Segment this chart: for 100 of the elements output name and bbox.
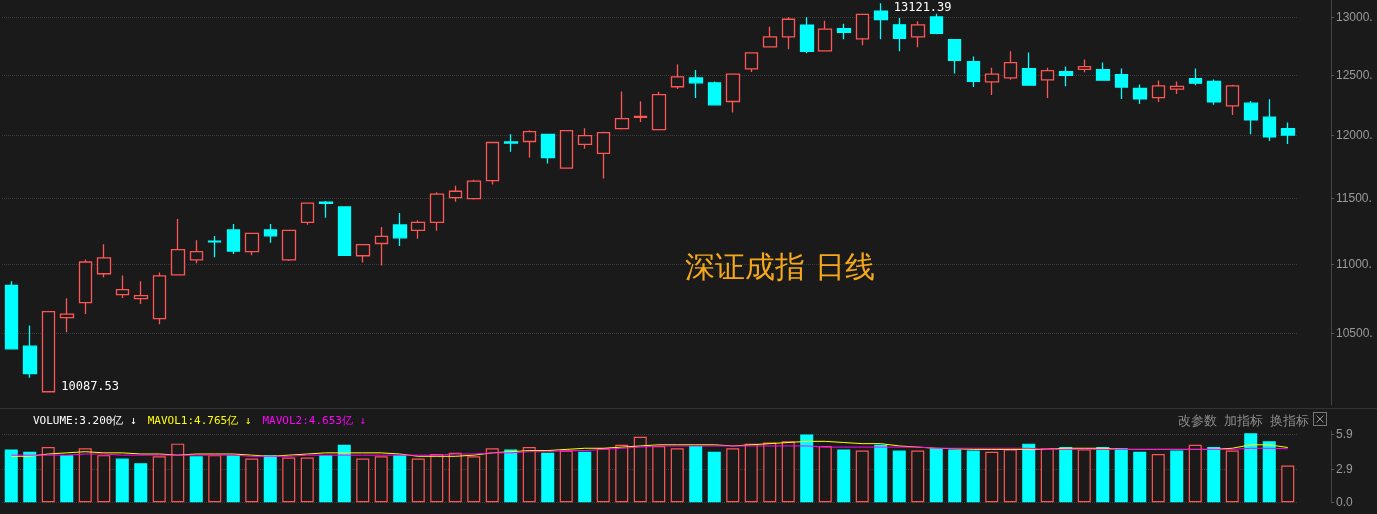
bar	[1096, 447, 1110, 503]
bar	[282, 457, 296, 503]
candlestick	[1132, 83, 1148, 105]
bar	[152, 456, 166, 503]
candlestick	[1058, 65, 1074, 87]
bar	[541, 452, 555, 503]
candlestick	[41, 310, 56, 393]
bar	[1114, 448, 1128, 503]
text: MAVOL2:4.653亿 ↓	[262, 413, 367, 427]
bar	[578, 451, 592, 503]
annotation: 13121.39	[893, 0, 952, 15]
bar	[966, 450, 980, 503]
candlestick	[670, 63, 685, 90]
candlestick	[596, 131, 611, 180]
bar	[226, 455, 240, 503]
text: 深证成指 日线	[685, 248, 875, 284]
candlestick	[910, 20, 926, 48]
candlestick	[966, 55, 981, 88]
candlestick	[133, 280, 149, 305]
candlestick	[355, 243, 371, 264]
bar	[374, 456, 388, 503]
bar	[430, 454, 444, 503]
bar	[1003, 449, 1017, 503]
candlestick	[281, 229, 297, 262]
bar	[911, 450, 925, 503]
candlestick	[318, 200, 334, 219]
candlestick	[1169, 80, 1185, 95]
candlestick	[207, 235, 222, 258]
candlestick	[947, 38, 962, 75]
candlestick	[1040, 67, 1055, 99]
candlestick	[244, 232, 260, 256]
candlestick	[984, 67, 1000, 96]
y-tick-label: 11000.	[1336, 257, 1372, 272]
bar	[1040, 448, 1054, 503]
candlestick	[1188, 67, 1203, 86]
y-tick-label: 10500.	[1336, 325, 1373, 340]
candlestick	[485, 141, 500, 186]
bar	[1244, 433, 1258, 503]
y-tick-label: 0.0	[1336, 495, 1354, 510]
candlestick	[817, 20, 833, 52]
bar	[23, 451, 37, 503]
candlestick	[540, 133, 556, 165]
candlestick	[559, 129, 574, 169]
bar	[596, 448, 610, 503]
bar	[78, 448, 92, 503]
candlestick	[1095, 61, 1111, 81]
bar	[781, 441, 795, 503]
text: 改参数	[1178, 413, 1217, 428]
candlestick	[1243, 100, 1259, 136]
bar	[929, 448, 943, 503]
line-series	[10, 445, 1289, 457]
candlestick	[263, 223, 278, 244]
candlestick	[429, 191, 445, 232]
bar	[1170, 450, 1184, 503]
bar	[1022, 443, 1036, 503]
bar	[393, 455, 407, 503]
y-tick-label: 12500.	[1336, 67, 1373, 82]
bar	[4, 449, 18, 503]
bar	[522, 447, 536, 503]
bar	[1262, 441, 1276, 503]
bar	[892, 450, 906, 503]
candlestick	[374, 226, 389, 267]
bar	[1281, 465, 1295, 503]
bar	[189, 456, 203, 503]
bar	[559, 450, 573, 503]
candlestick	[855, 13, 870, 46]
bar	[1151, 454, 1165, 503]
bar	[874, 444, 888, 503]
candlestick	[688, 69, 704, 99]
candlestick	[1225, 84, 1240, 116]
text: 加指标	[1224, 413, 1263, 428]
y-tick-label: 12000.	[1336, 128, 1373, 143]
candlestick	[799, 16, 815, 54]
bar	[263, 455, 277, 503]
bar	[411, 458, 425, 503]
candlestick	[892, 17, 907, 52]
candlestick	[744, 52, 759, 73]
candlestick	[59, 297, 75, 333]
bar	[615, 444, 629, 503]
text: MAVOL1:4.765亿 ↓	[147, 413, 252, 427]
candlestick	[152, 271, 167, 325]
bar	[448, 452, 462, 503]
bar	[504, 449, 518, 503]
candlestick	[1280, 121, 1296, 145]
candlestick	[1114, 67, 1129, 100]
candlestick	[1262, 98, 1277, 142]
candlestick	[78, 258, 93, 315]
candlestick	[226, 223, 241, 255]
bar	[115, 458, 129, 503]
bar	[1133, 451, 1147, 503]
candlestick	[448, 185, 463, 203]
candlestick	[929, 13, 944, 36]
candlestick	[577, 127, 593, 150]
bar	[633, 436, 647, 503]
text: VOLUME:3.200亿 ↓	[33, 413, 137, 427]
bar	[97, 455, 111, 503]
candlestick	[781, 16, 796, 50]
candlestick	[170, 218, 186, 276]
bar	[763, 442, 777, 503]
candlestick	[337, 206, 352, 257]
